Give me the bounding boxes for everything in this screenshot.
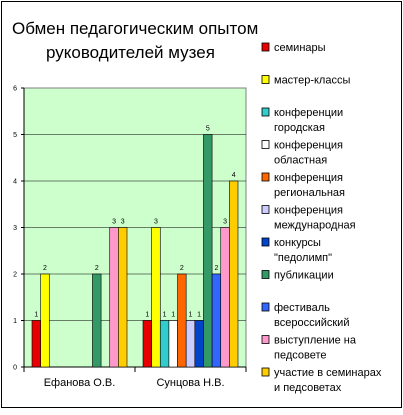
bar-value-label: 1	[171, 312, 175, 319]
legend-label: конкурсы	[274, 237, 321, 249]
bar	[194, 320, 204, 368]
bar	[168, 320, 178, 368]
legend-label: конференция	[274, 172, 343, 184]
y-tick-label: 2	[13, 272, 17, 279]
bar-value-label: 1	[189, 312, 193, 319]
legend-label: выступление на	[274, 335, 357, 347]
bar	[229, 180, 239, 368]
legend-swatch	[261, 140, 270, 149]
legend-swatch	[261, 205, 270, 214]
legend-label: семинары	[274, 42, 326, 54]
chart-title-line-1: Обмен педагогическим опытом	[12, 19, 258, 38]
chart-title-line-2: руководителей музея	[46, 43, 215, 62]
legend-label: и педсоветах	[274, 382, 342, 394]
bar-value-label: 2	[43, 265, 47, 272]
legend-label: областная	[274, 155, 327, 167]
bar-value-label: 1	[197, 312, 201, 319]
legend-label: конференции	[274, 107, 343, 119]
bar	[109, 227, 119, 368]
bar-value-label: 3	[121, 219, 125, 226]
legend-label: мастер-классы	[274, 75, 350, 87]
bar	[220, 227, 230, 368]
bar-value-label: 3	[112, 219, 116, 226]
y-tick-label: 3	[13, 225, 17, 232]
y-tick-label: 5	[13, 132, 17, 139]
bar	[159, 320, 170, 368]
bar	[118, 227, 128, 368]
legend-label: публикации	[274, 270, 334, 282]
bar	[31, 320, 41, 368]
legend-label: конференция	[274, 205, 343, 217]
legend-swatch	[261, 42, 270, 52]
bar-value-label: 2	[214, 265, 218, 272]
legend-swatch	[261, 302, 270, 312]
legend-label: педсовете	[274, 350, 327, 362]
legend-label: региональная	[274, 187, 345, 199]
legend-swatch	[261, 75, 270, 84]
y-tick-label: 6	[13, 86, 17, 93]
legend-label: "педолимп"	[274, 252, 332, 264]
bar-value-label: 1	[163, 312, 167, 319]
legend-label: международная	[274, 220, 356, 232]
y-tick-label: 1	[13, 318, 17, 325]
bar	[203, 134, 213, 368]
legend-label: всероссийский	[274, 317, 349, 329]
legend-swatch	[261, 107, 270, 117]
bar	[142, 320, 152, 368]
legend: семинары мастер-классы конференции городска…	[261, 42, 382, 394]
x-category-label: Сунцова Н.В.	[156, 377, 224, 389]
bar-value-label: 2	[180, 265, 184, 272]
bar-value-label: 3	[154, 219, 158, 226]
bar-value-label: 3	[223, 219, 227, 226]
bar-value-label: 2	[95, 265, 99, 272]
bar	[92, 273, 102, 368]
legend-swatch	[261, 335, 270, 344]
bar	[40, 273, 50, 368]
legend-label: участие в семинарах	[274, 367, 382, 379]
y-tick-label: 0	[13, 365, 17, 372]
bar-value-label: 4	[232, 172, 236, 179]
bar	[177, 273, 187, 368]
legend-swatch	[261, 237, 270, 247]
bar	[185, 320, 196, 368]
bar-value-label: 1	[34, 312, 38, 319]
bar-value-label: 1	[145, 312, 149, 319]
x-category-label: Ефанова О.В.	[44, 377, 116, 389]
legend-swatch	[261, 270, 270, 279]
bar	[211, 273, 222, 368]
bar-value-label: 5	[206, 126, 210, 133]
legend-swatch	[261, 367, 270, 377]
y-tick-label: 4	[13, 179, 17, 186]
bar	[151, 227, 161, 368]
legend-label: городская	[274, 122, 325, 134]
legend-swatch	[261, 172, 270, 182]
legend-label: фестиваль	[274, 302, 330, 314]
legend-label: конференция	[274, 140, 343, 152]
